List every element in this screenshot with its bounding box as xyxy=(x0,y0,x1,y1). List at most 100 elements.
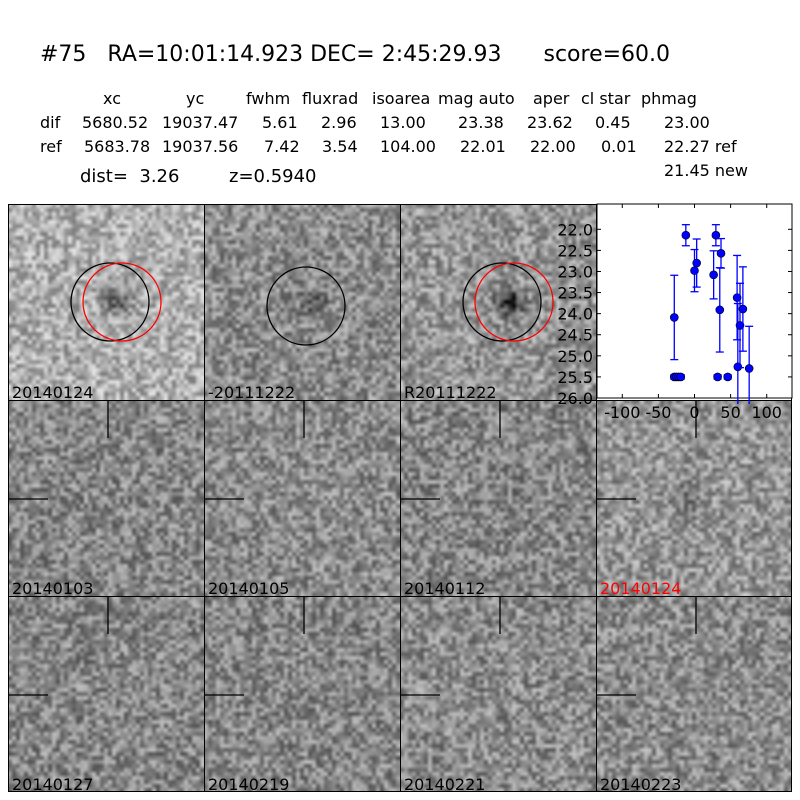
col-aper: aper xyxy=(533,89,570,108)
grid-divider xyxy=(400,204,401,792)
col-xc: xc xyxy=(103,89,121,108)
table-cell: 5683.78 xyxy=(84,137,151,156)
data-point xyxy=(672,372,681,382)
data-point xyxy=(709,270,718,280)
table-cell: 104.00 xyxy=(380,137,436,156)
plot-area xyxy=(596,203,793,399)
stamp-image xyxy=(400,204,596,400)
table-cell: 19037.56 xyxy=(162,137,239,156)
grid-divider xyxy=(204,204,205,792)
table-cell: 22.27 ref xyxy=(664,137,737,156)
grid-divider xyxy=(8,400,792,401)
image-stamp: 20140112 xyxy=(400,400,596,596)
col-mag-auto: mag auto xyxy=(438,89,515,108)
image-stamp: 20140105 xyxy=(204,400,400,596)
row-label: ref xyxy=(40,137,62,156)
col-cl-star: cl star xyxy=(581,89,631,108)
col-yc: yc xyxy=(186,89,205,108)
candidate-id: #75 xyxy=(40,42,87,67)
data-point xyxy=(733,362,743,372)
col-fluxrad: fluxrad xyxy=(302,89,359,108)
data-point xyxy=(681,230,691,240)
redshift: z=0.5940 xyxy=(229,166,317,187)
table-cell: 7.42 xyxy=(264,137,300,156)
data-point xyxy=(674,372,683,382)
aperture-circle-new xyxy=(82,262,162,342)
stamp-date-label: 20140124 xyxy=(600,579,682,596)
stamp-image xyxy=(596,400,792,596)
table-cell: 19037.47 xyxy=(162,113,239,132)
data-point xyxy=(732,293,742,302)
data-point xyxy=(713,372,722,382)
image-stamp: 20140103 xyxy=(8,400,204,596)
image-stamp: 20140124 xyxy=(596,400,792,596)
image-stamp: R20111222 xyxy=(400,204,596,400)
data-point xyxy=(669,372,679,382)
stamp-image xyxy=(204,204,400,400)
dec: DEC= 2:45:29.93 xyxy=(310,42,502,67)
stamp-image xyxy=(8,204,204,400)
aperture-circle-ref xyxy=(266,266,346,346)
stamp-date-label: -20111222 xyxy=(208,383,296,400)
stamp-image xyxy=(8,596,204,792)
image-stamp: 20140219 xyxy=(204,596,400,792)
dist: dist= 3.26 xyxy=(80,166,180,187)
stamp-image xyxy=(400,596,596,792)
aperture-circle-ref xyxy=(462,262,542,342)
image-stamp: 20140221 xyxy=(400,596,596,792)
stamp-image xyxy=(204,400,400,596)
image-stamp: 20140127 xyxy=(8,596,204,792)
table-cell: 0.01 xyxy=(601,137,637,156)
data-point xyxy=(715,305,725,315)
aperture-circle-new xyxy=(474,262,554,342)
stamp-date-label: 20140105 xyxy=(208,579,290,596)
stamp-date-label: 20140221 xyxy=(404,775,486,792)
data-point xyxy=(711,230,721,240)
table-cell: 5.61 xyxy=(262,113,298,132)
table-cell: 13.00 xyxy=(380,113,426,132)
data-point xyxy=(690,266,699,275)
data-point xyxy=(676,372,686,382)
image-stamp: 20140124 xyxy=(8,204,204,400)
data-point xyxy=(716,249,726,258)
row-label: dif xyxy=(40,113,61,132)
table-cell: 22.00 xyxy=(530,137,576,156)
col-fwhm: fwhm xyxy=(246,89,291,108)
table-cell: 23.00 xyxy=(664,113,710,132)
data-point xyxy=(744,364,754,373)
stamp-date-label: 20140103 xyxy=(12,579,94,596)
stamp-image xyxy=(400,400,596,596)
table-cell: 23.38 xyxy=(458,113,504,132)
image-stamp: -20111222 xyxy=(204,204,400,400)
data-point xyxy=(723,372,733,382)
stamp-image xyxy=(596,596,792,792)
stamp-date-label: 20140124 xyxy=(12,383,94,400)
col-isoarea: isoarea xyxy=(372,89,431,108)
aperture-circle-ref xyxy=(70,262,150,342)
table-cell: 22.01 xyxy=(460,137,506,156)
stamp-date-label: 20140127 xyxy=(12,775,94,792)
stamp-image xyxy=(8,400,204,596)
score: score=60.0 xyxy=(543,42,671,67)
new-phmag: 21.45 new xyxy=(664,161,748,180)
data-point xyxy=(669,313,679,322)
stamp-date-label: 20140223 xyxy=(600,775,682,792)
table-cell: 3.54 xyxy=(322,137,358,156)
candidate-title: #75 RA=10:01:14.923 DEC= 2:45:29.93 scor… xyxy=(40,42,670,67)
data-point xyxy=(692,258,701,268)
grid-divider xyxy=(596,204,597,792)
stamp-date-label: R20111222 xyxy=(404,383,497,400)
ra: RA=10:01:14.923 xyxy=(107,42,304,67)
table-cell: 2.96 xyxy=(321,113,357,132)
data-point xyxy=(738,304,748,314)
table-cell: 23.62 xyxy=(527,113,573,132)
stamp-date-label: 20140219 xyxy=(208,775,290,792)
stamp-image xyxy=(204,596,400,792)
stamp-date-label: 20140112 xyxy=(404,579,486,596)
table-cell: 5680.52 xyxy=(82,113,149,132)
col-phmag: phmag xyxy=(641,89,697,108)
table-cell: 0.45 xyxy=(595,113,631,132)
image-stamp: 20140223 xyxy=(596,596,792,792)
data-point xyxy=(735,321,745,330)
grid-divider xyxy=(8,596,792,597)
